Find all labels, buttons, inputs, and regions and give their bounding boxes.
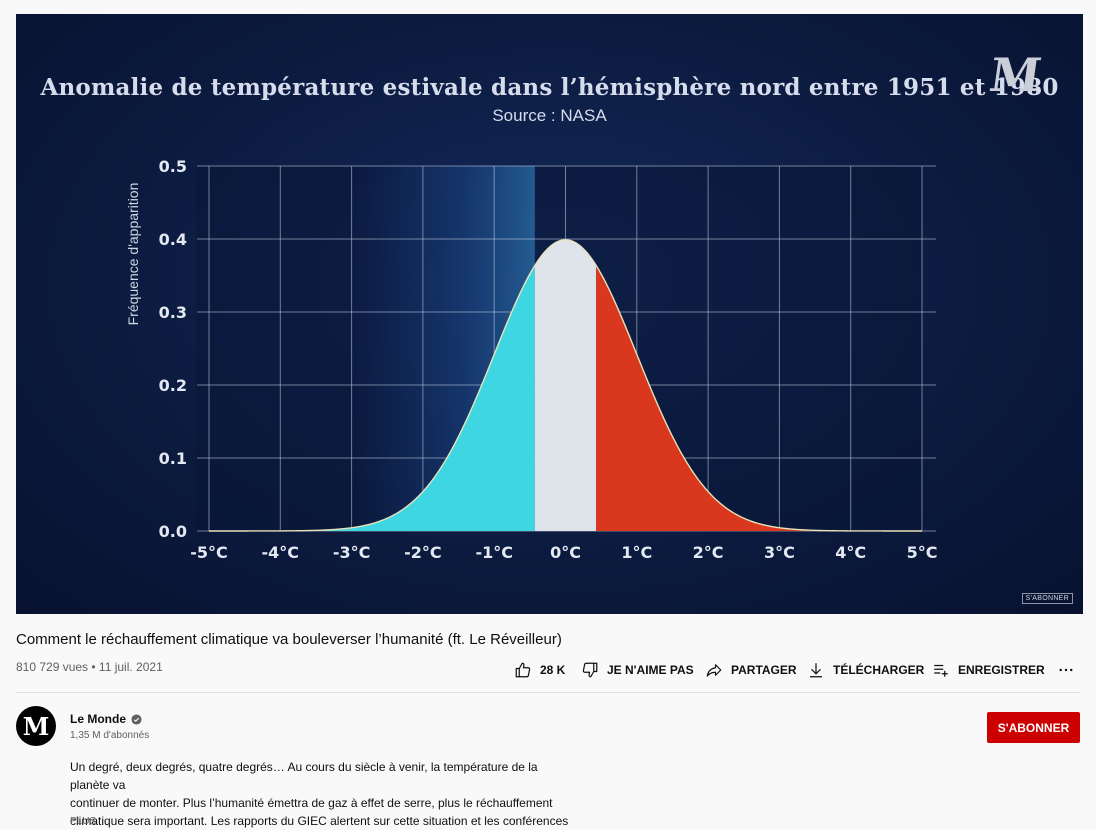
divider bbox=[16, 692, 1080, 693]
x-tick-label: -5°C bbox=[190, 543, 228, 562]
save-button[interactable]: ENREGISTRER bbox=[932, 660, 1045, 680]
show-more-button[interactable]: PLUS bbox=[70, 816, 97, 827]
x-tick-label: -1°C bbox=[475, 543, 513, 562]
neutral-region bbox=[534, 239, 597, 531]
subscriber-count: 1,35 M d'abonnés bbox=[70, 730, 150, 741]
channel-avatar[interactable]: M bbox=[16, 706, 56, 746]
description-line: climatique sera important. Les rapports … bbox=[70, 814, 569, 828]
cold-region bbox=[209, 265, 535, 531]
subscribe-button[interactable]: S'ABONNER bbox=[987, 712, 1080, 743]
chart-y-axis-label: Fréquence d'apparition bbox=[125, 182, 141, 326]
x-tick-label: 1°C bbox=[621, 543, 652, 562]
video-meta: 810 729 vues • 11 juil. 2021 bbox=[16, 660, 163, 674]
more-actions-button[interactable] bbox=[1057, 660, 1075, 680]
share-arrow-icon bbox=[706, 664, 722, 677]
y-tick-label: 0.2 bbox=[159, 376, 187, 395]
x-tick-label: 5°C bbox=[907, 543, 938, 562]
like-button[interactable]: 28 K bbox=[514, 660, 565, 680]
temperature-anomaly-chart: -5°C -4°C -3°C -2°C -1°C 0°C 1°C 2°C 3°C 4°C 5°C 0.… bbox=[159, 157, 938, 562]
y-tick-label: 0.4 bbox=[159, 230, 187, 249]
le-monde-watermark-logo: M bbox=[986, 48, 1045, 102]
more-horiz-icon bbox=[1059, 668, 1073, 672]
video-chart-source: Source : NASA bbox=[492, 106, 607, 125]
description-line: continuer de monter. Plus l’humanité éme… bbox=[70, 796, 553, 810]
thumb-up-icon bbox=[515, 662, 531, 678]
x-tick-label: 3°C bbox=[764, 543, 795, 562]
distribution-curve bbox=[209, 239, 922, 532]
playlist-add-icon bbox=[934, 664, 948, 677]
share-button[interactable]: PARTAGER bbox=[705, 660, 797, 680]
x-tick-label: 4°C bbox=[835, 543, 866, 562]
thumb-down-icon bbox=[582, 662, 598, 678]
download-label: TÉLÉCHARGER bbox=[833, 663, 925, 677]
x-tick-label: 0°C bbox=[550, 543, 581, 562]
video-chart-title: Anomalie de température estivale dans l’… bbox=[40, 74, 1059, 101]
dislike-button[interactable]: JE N'AIME PAS bbox=[581, 660, 694, 680]
like-count: 28 K bbox=[540, 663, 566, 677]
channel-name[interactable]: Le Monde bbox=[70, 712, 126, 726]
x-tick-label: -4°C bbox=[262, 543, 300, 562]
save-label: ENREGISTRER bbox=[958, 663, 1045, 677]
y-tick-label: 0.1 bbox=[159, 449, 187, 468]
download-button[interactable]: TÉLÉCHARGER bbox=[807, 660, 924, 680]
x-tick-label: -2°C bbox=[404, 543, 442, 562]
y-tick-label: 0.0 bbox=[159, 522, 187, 541]
verified-check-icon bbox=[131, 713, 142, 725]
subscribe-watermark[interactable]: S'ABONNER bbox=[1021, 593, 1073, 604]
y-tick-label: 0.3 bbox=[159, 303, 187, 322]
y-tick-label: 0.5 bbox=[159, 157, 187, 176]
video-title: Comment le réchauffement climatique va b… bbox=[16, 631, 562, 648]
description-line: Un degré, deux degrés, quatre degrés… Au… bbox=[70, 760, 538, 792]
video-player[interactable]: -5°C -4°C -3°C -2°C -1°C 0°C 1°C 2°C 3°C 4°C 5°C 0.… bbox=[16, 14, 1083, 614]
download-icon bbox=[810, 663, 822, 678]
x-tick-label: -3°C bbox=[333, 543, 371, 562]
dislike-label: JE N'AIME PAS bbox=[607, 663, 694, 677]
hot-region bbox=[596, 265, 922, 531]
channel-name-row[interactable]: Le Monde bbox=[70, 712, 142, 726]
video-description: Un degré, deux degrés, quatre degrés… Au… bbox=[70, 758, 580, 830]
share-label: PARTAGER bbox=[731, 663, 797, 677]
x-tick-label: 2°C bbox=[693, 543, 724, 562]
